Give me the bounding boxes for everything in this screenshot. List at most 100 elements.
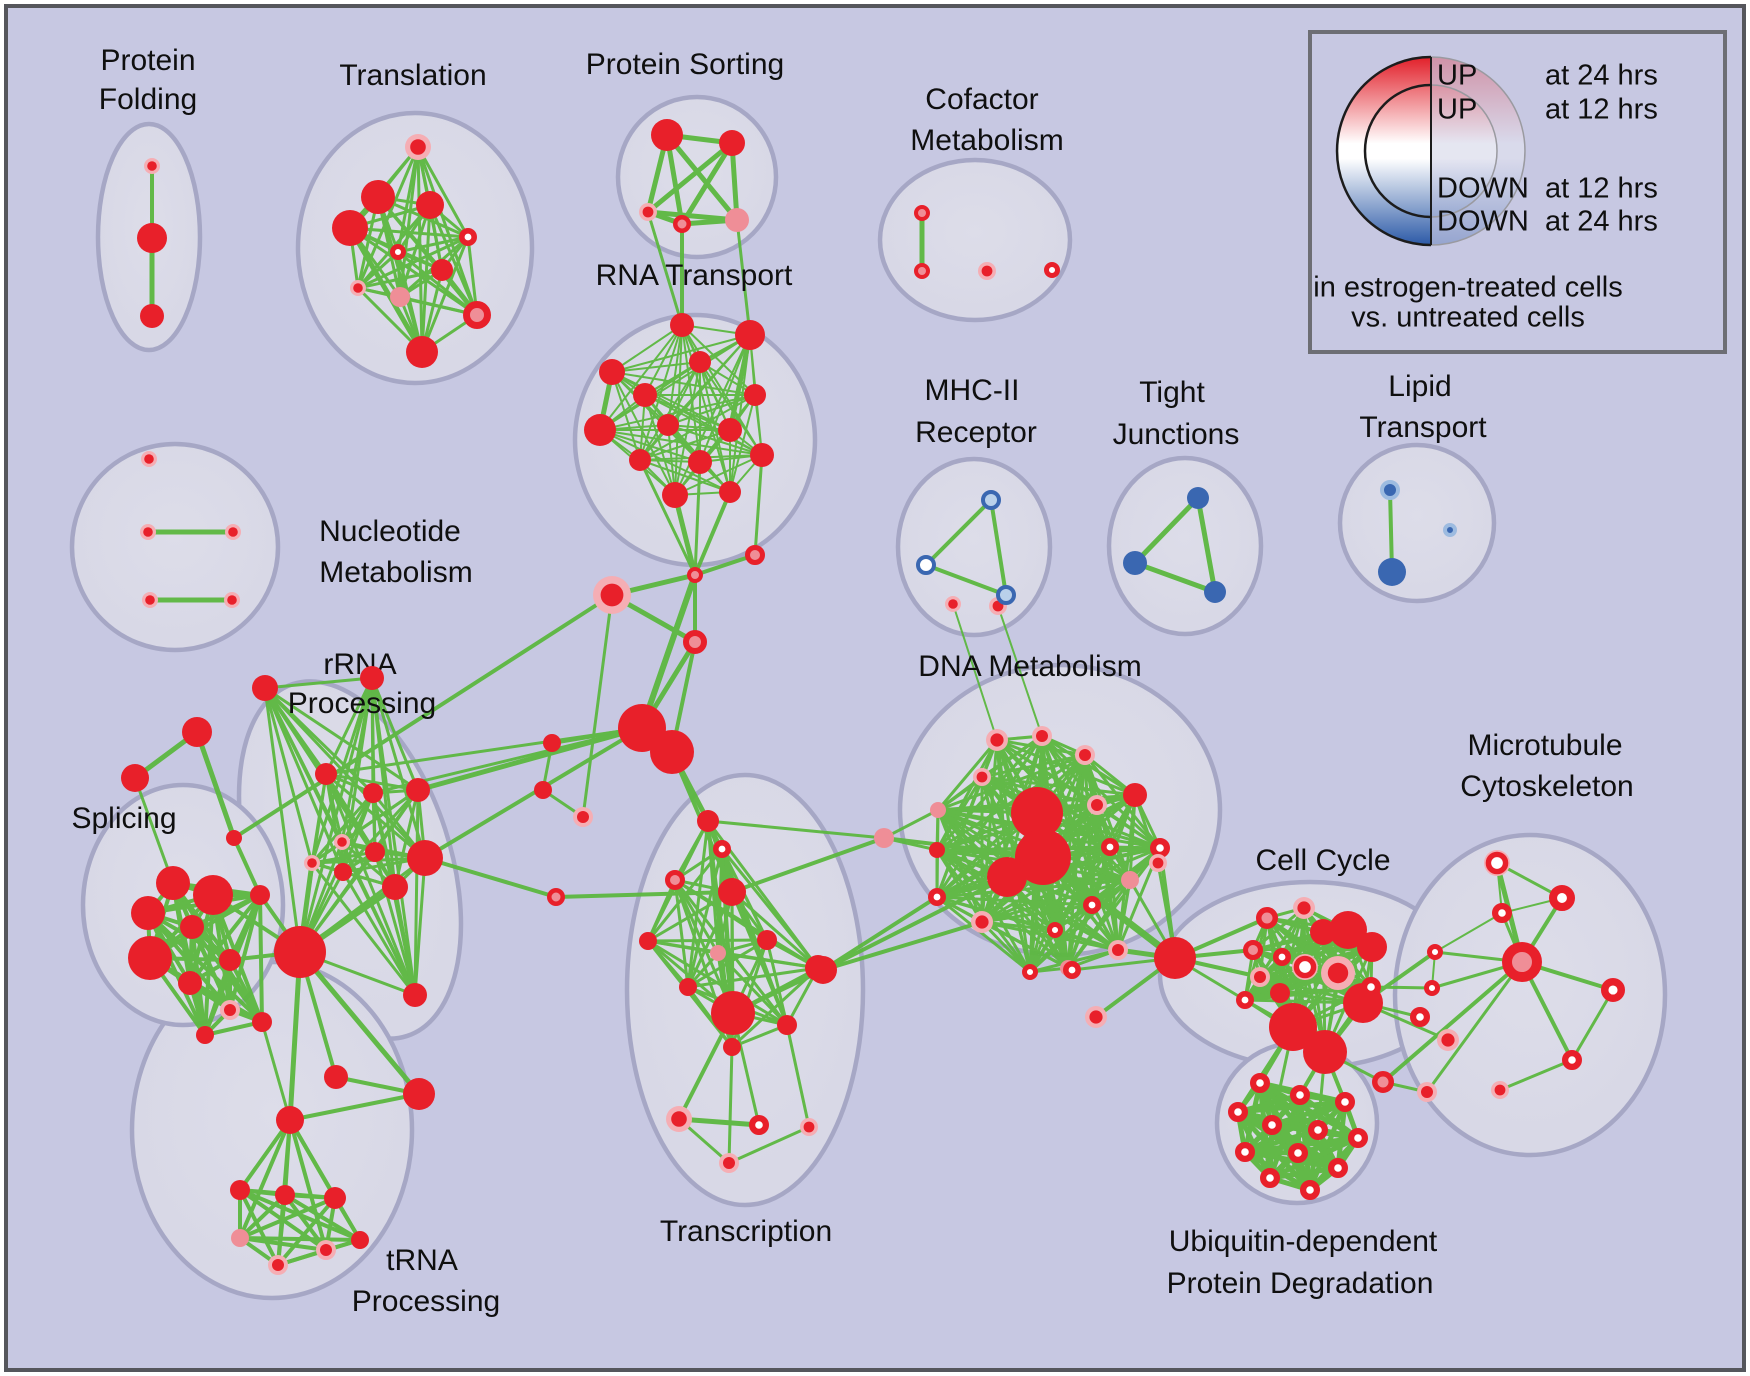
node-u5 [1261,1114,1282,1135]
cluster-ellipse-lipid-transport [1337,442,1497,604]
node-dot [178,971,202,995]
node-d22 [1121,871,1139,889]
node-core [803,1121,815,1133]
node-cf3 [978,262,996,280]
edge-x12-x20 [646,939,820,970]
node-d6 [874,828,894,848]
legend-direction-label: DOWN [1437,173,1529,205]
edge-tn1-tn8 [288,1118,362,1242]
edge-x6-m3 [581,593,614,819]
node-rt9 [629,449,651,471]
node-ring [1409,1006,1430,1027]
node-p2 [131,896,165,930]
edge-t6-t11 [396,250,424,354]
cluster-label-mhc-ii-receptor: Receptor [915,416,1037,449]
node-u2 [1289,1084,1310,1105]
node-n2 [140,524,156,540]
node-core [948,599,958,609]
node-x8 [534,781,552,799]
node-core [981,265,993,277]
cluster-ellipse-mhc-ii-receptor [895,456,1053,638]
edge-rt10-m1 [693,460,702,577]
legend-direction-label: DOWN [1437,206,1529,238]
node-dot [137,223,167,253]
node-m5 [543,734,561,752]
node-dot [1204,581,1226,603]
edge-r3-r9 [324,772,427,860]
cluster-label-rrna-processing: Processing [288,687,436,720]
node-rt13 [719,481,741,503]
node-core [642,206,654,218]
node-c5 [1329,911,1367,949]
node-r1 [252,675,278,701]
node-ring [665,870,685,890]
node-mt7 [1600,977,1625,1002]
node-dot [180,915,204,939]
cluster-label-cofactor-metabolism: Cofactor [925,83,1038,116]
edge-u10-u11 [1267,1165,1341,1181]
node-ring [687,567,703,583]
edge-d13-d15 [980,903,1094,924]
node-mt1 [1484,850,1510,876]
edge-rt2-rt3 [611,361,701,373]
node-dot [1303,1030,1347,1074]
edge-x4-d6 [730,836,886,894]
node-n3 [225,524,241,540]
legend-caption-line: vs. untreated cells [1351,302,1585,334]
node-tn2 [230,1180,250,1200]
node-t10 [463,301,491,329]
node-core [143,527,153,537]
node-dot [657,414,679,436]
edge-mt7-mt8 [1570,988,1615,1062]
edge-rt3-rt13 [699,361,731,493]
node-dot [406,778,430,802]
node-cf1 [914,205,930,221]
node-core [1036,730,1048,742]
node-dot [1270,983,1290,1003]
node-dot [1269,1003,1317,1051]
node-dot [250,885,270,905]
node-c3 [1293,897,1315,919]
cluster-label-protein-sorting: Protein Sorting [586,48,784,81]
edge-rt9-rt13 [639,459,731,493]
node-x10 [710,945,726,961]
node-dot [662,482,688,508]
node-d19 [1108,940,1128,960]
node-mt9 [1491,1081,1509,1099]
node-dot [226,830,242,846]
node-rt7 [657,414,679,436]
edge-rt5-rt7 [667,394,756,426]
edge-tn2-tn7 [238,1188,280,1267]
edge-x4-x12 [730,890,820,970]
node-dot [382,874,408,900]
edge-c17-mt6 [1369,985,1434,990]
node-lp1 [1380,480,1400,500]
node-ring [996,585,1016,605]
node-rt6 [584,414,616,446]
node-c17 [1360,976,1381,997]
node-rt2 [599,359,625,385]
node-d14 [927,887,946,906]
edge-u3-u4 [1235,1099,1348,1115]
edge-d15-d17 [980,920,1032,974]
node-r9 [407,840,443,876]
node-r7 [304,855,320,871]
node-r5 [406,778,430,802]
legend: UP at 24 hrs UP at 12 hrs DOWN at 12 hrs DOWN a… [1308,30,1727,354]
node-dot [1154,937,1196,979]
network-nodes [121,119,1625,1275]
edge-d23-d14 [821,895,939,972]
node-t9 [390,287,410,307]
node-tn7 [268,1255,288,1275]
node-dot [679,978,697,996]
node-x11 [679,978,697,996]
node-core [1091,799,1103,811]
node-ring [1243,940,1263,960]
node-ps3 [639,203,657,221]
edge-tj1-tj2 [1132,495,1201,566]
node-p9 [220,1000,240,1020]
legend-wheel-outline-inner-right [1430,84,1498,218]
node-dot [711,991,755,1035]
node-ring [1293,955,1317,979]
